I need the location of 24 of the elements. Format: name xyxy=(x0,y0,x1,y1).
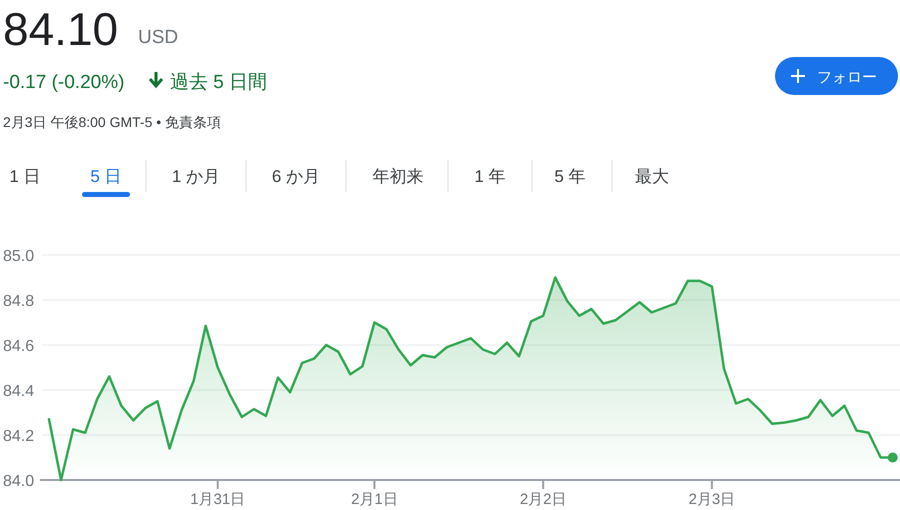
text: 最大 xyxy=(635,167,669,186)
text: 6 か月 xyxy=(272,167,320,186)
text: 1 年 xyxy=(474,167,506,186)
text: 1 か月 xyxy=(172,167,220,186)
text: 5 年 xyxy=(554,167,586,186)
text: 5 日 xyxy=(90,167,122,186)
y-tick-label: 84.8 xyxy=(3,293,34,310)
x-tick-label: 1月31日 xyxy=(190,491,246,508)
y-tick-label: 84.4 xyxy=(3,383,34,400)
text: 過去 5 日間 xyxy=(170,72,268,93)
text: USD xyxy=(138,27,178,48)
text: フォロー xyxy=(817,69,877,86)
y-tick-label: 84.2 xyxy=(3,428,34,445)
text: -0.17 (-0.20%) xyxy=(3,72,124,93)
x-tick-label: 2月1日 xyxy=(351,491,398,508)
y-tick-label: 85.0 xyxy=(3,248,34,265)
y-tick-label: 84.6 xyxy=(3,338,34,355)
x-tick-label: 2月2日 xyxy=(520,491,567,508)
x-tick-label: 2月3日 xyxy=(688,491,736,508)
text: 年初来 xyxy=(372,167,424,186)
text: 1 日 xyxy=(9,167,41,186)
y-tick-label: 84.0 xyxy=(3,473,34,490)
chart-title: 84.10 xyxy=(3,3,118,55)
text: 2月3日 午後8:00 GMT-5 • 免責条項 xyxy=(3,114,222,130)
